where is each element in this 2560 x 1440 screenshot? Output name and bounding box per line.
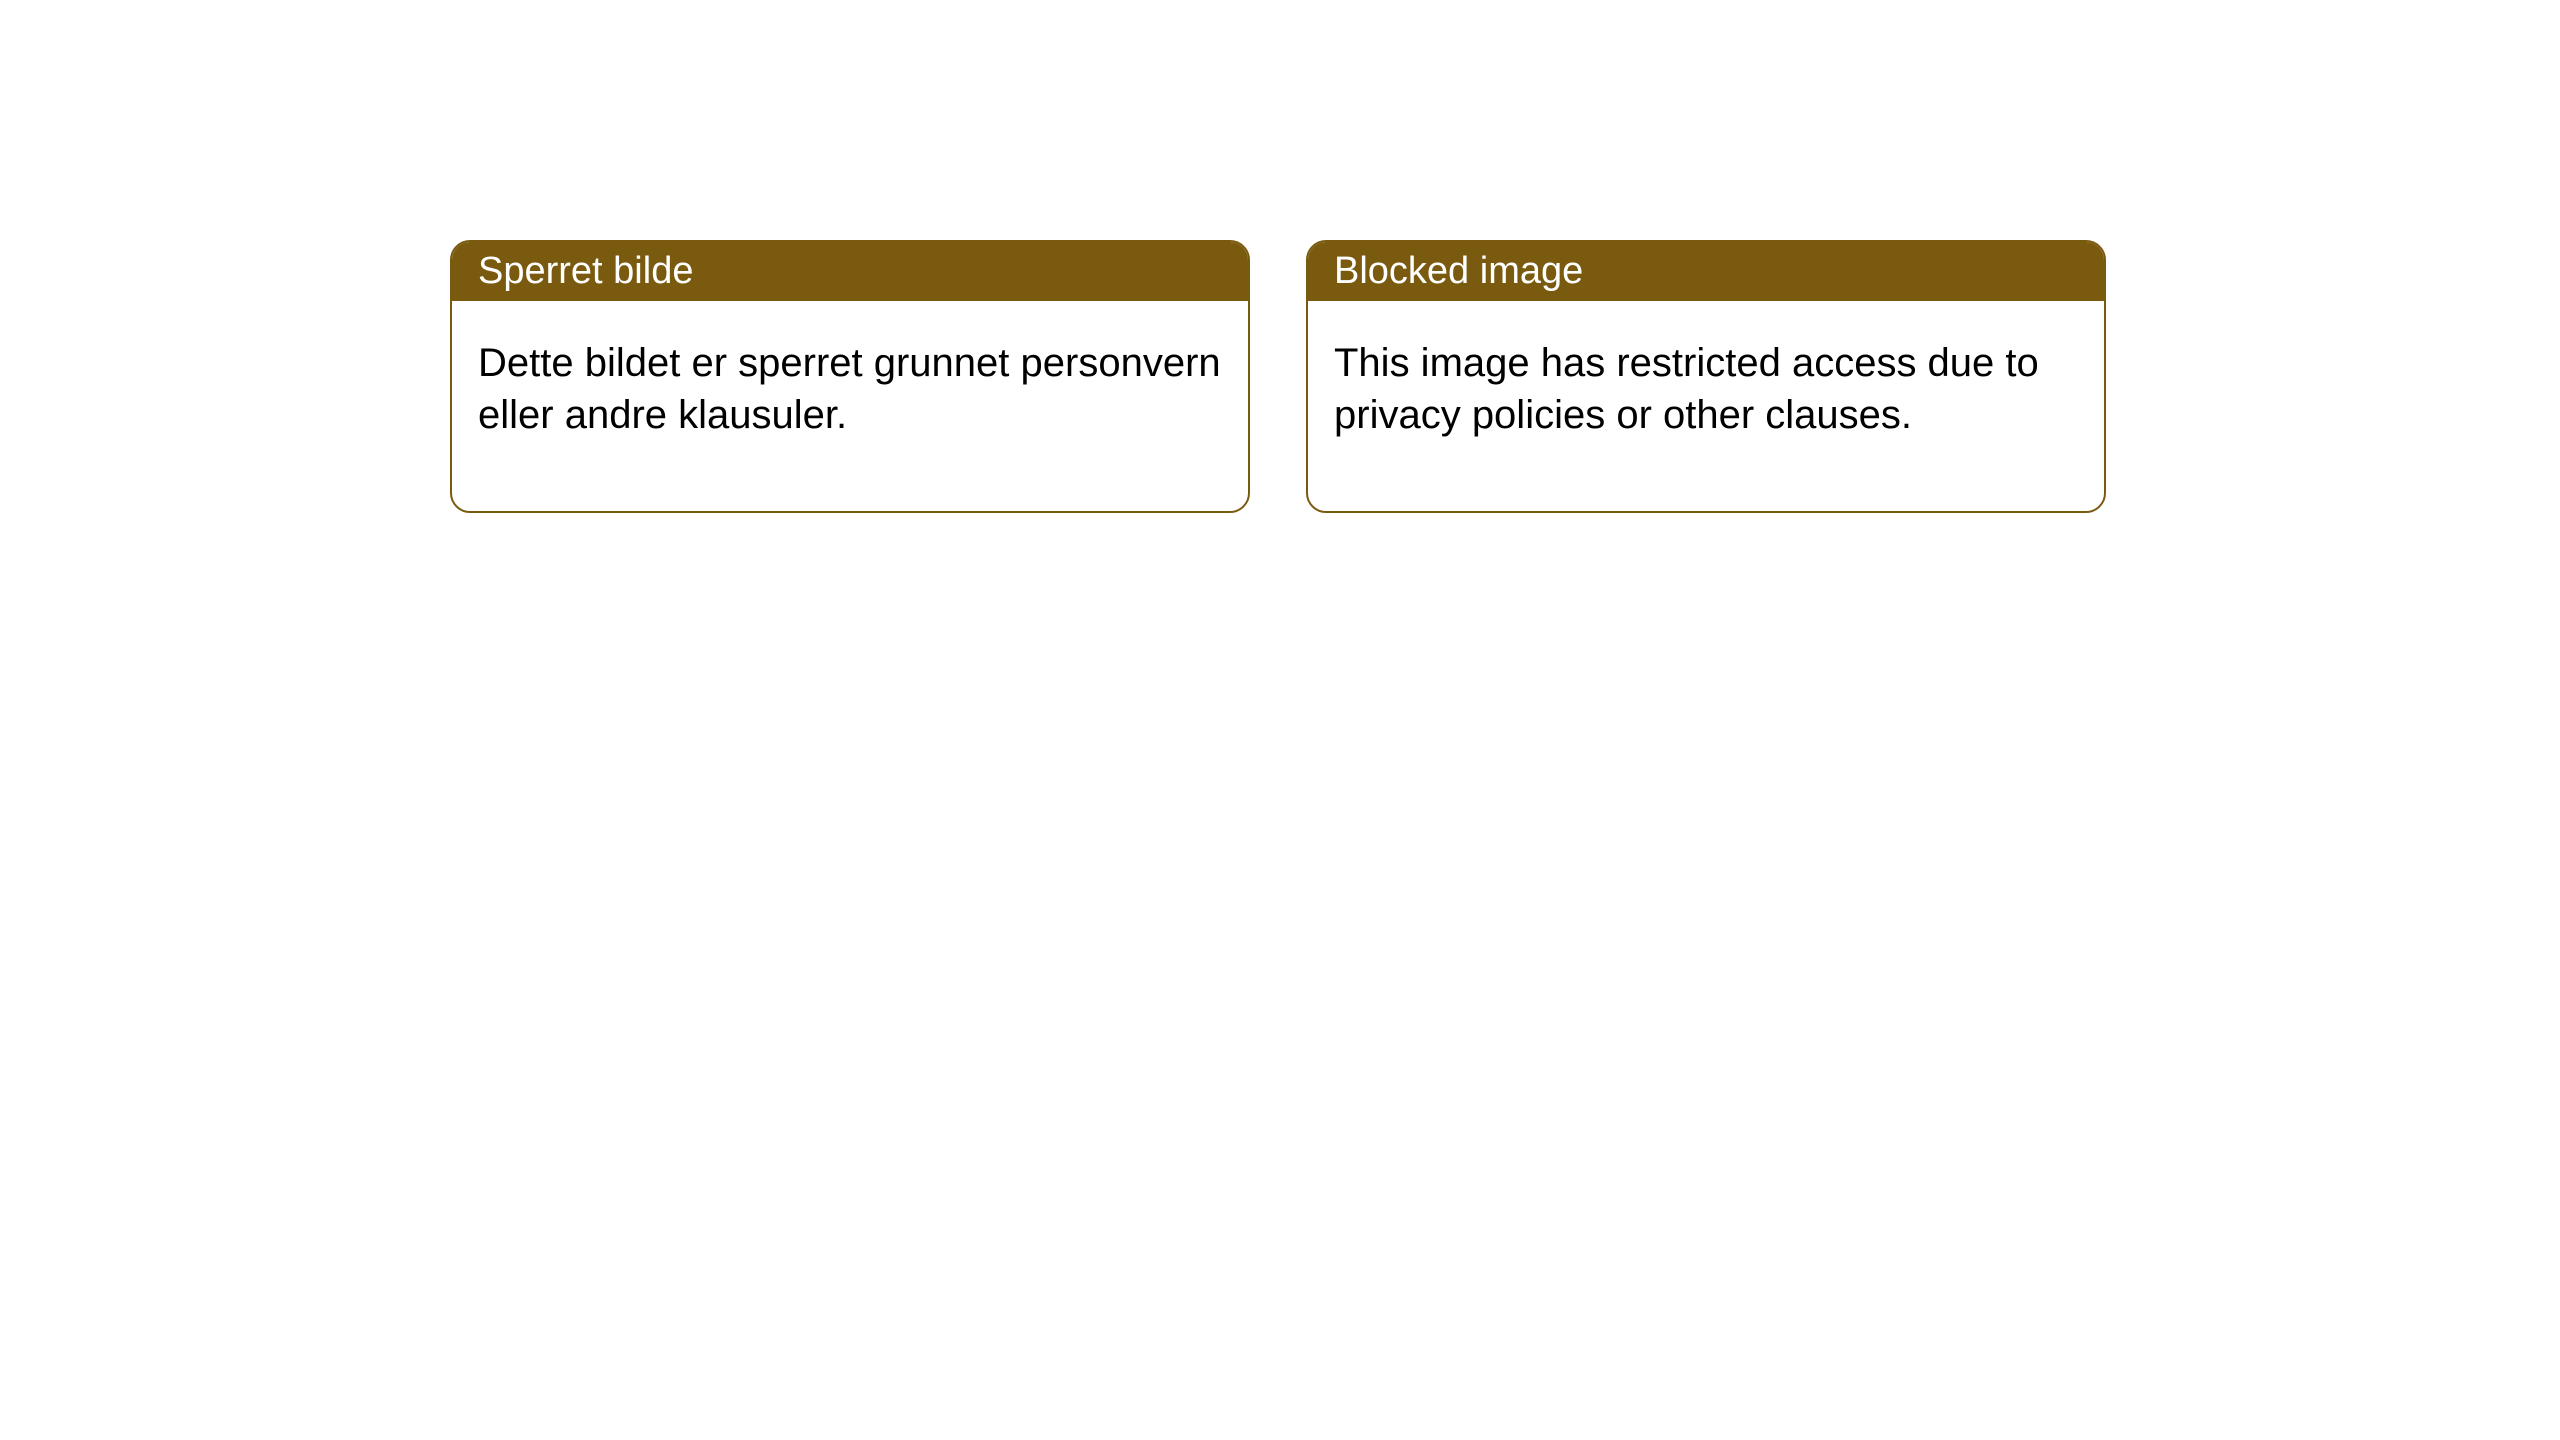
card-title: Sperret bilde [478,250,693,292]
card-title: Blocked image [1334,250,1583,292]
notice-card-norwegian: Sperret bilde Dette bildet er sperret gr… [450,240,1250,513]
notice-cards-container: Sperret bilde Dette bildet er sperret gr… [450,240,2560,513]
card-body: Dette bildet er sperret grunnet personve… [452,301,1248,511]
card-header: Blocked image [1308,242,2104,301]
card-header: Sperret bilde [452,242,1248,301]
card-body-text: Dette bildet er sperret grunnet personve… [478,341,1221,437]
notice-card-english: Blocked image This image has restricted … [1306,240,2106,513]
card-body: This image has restricted access due to … [1308,301,2104,511]
card-body-text: This image has restricted access due to … [1334,341,2039,437]
